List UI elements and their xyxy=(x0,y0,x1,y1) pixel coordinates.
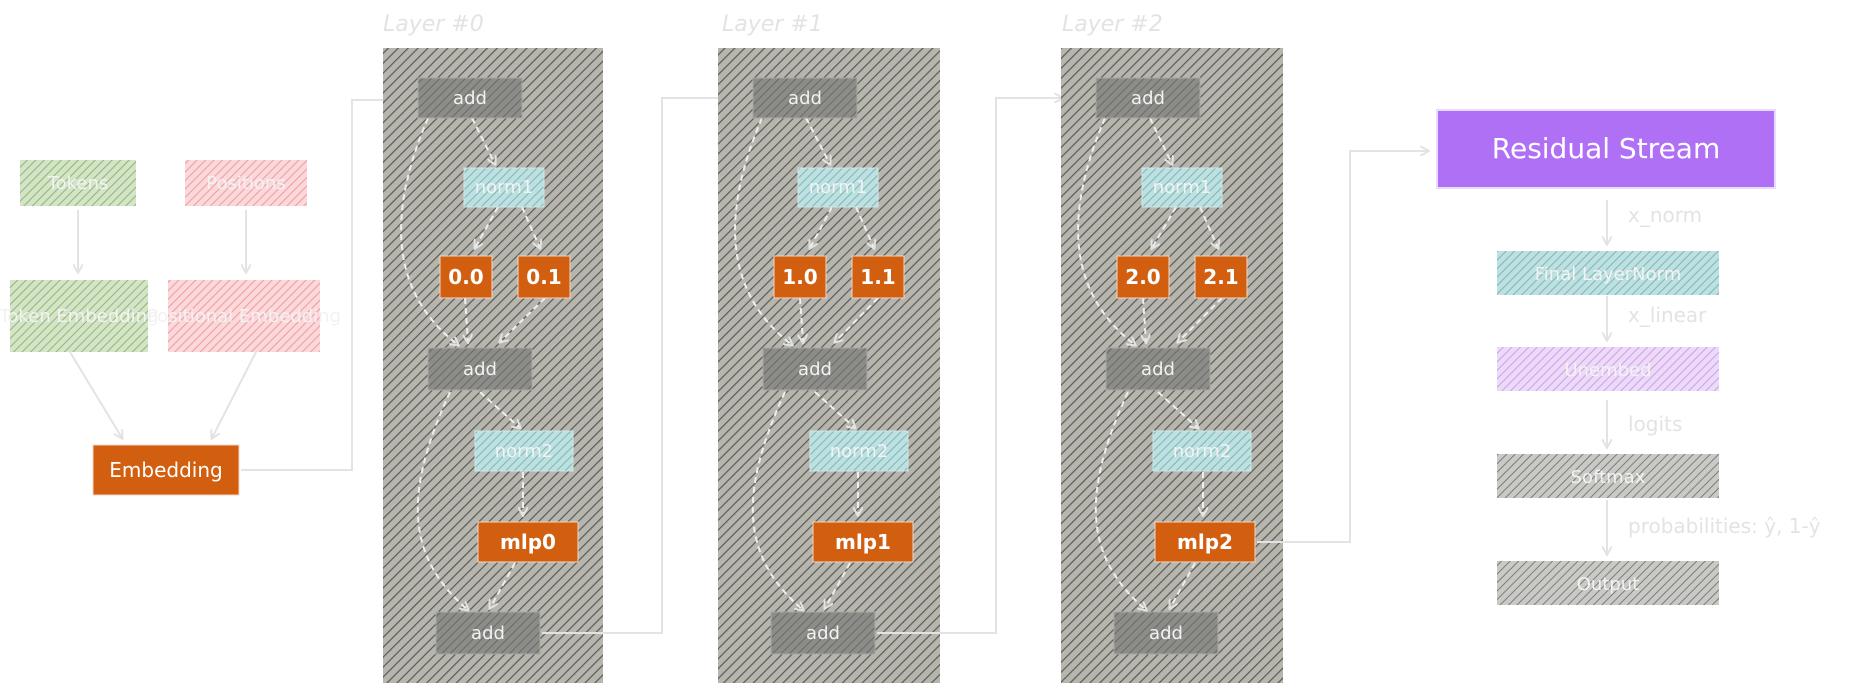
layer-1-add-out: add xyxy=(770,611,876,655)
edge-label-probabilities: probabilities: ŷ, 1-ŷ xyxy=(1628,514,1821,538)
residual-stream-label: Residual Stream xyxy=(1492,132,1720,165)
output-label: Output xyxy=(1577,574,1640,595)
layer-0-add-out: add xyxy=(435,611,541,655)
position-embedding-node: Positional Embedding xyxy=(147,280,341,352)
edge-label-logits: logits xyxy=(1628,412,1682,436)
svg-text:2.0: 2.0 xyxy=(1125,265,1160,289)
edge-label-x-linear: x_linear xyxy=(1628,303,1707,327)
svg-text:norm2: norm2 xyxy=(1173,441,1232,462)
softmax-label: Softmax xyxy=(1571,467,1646,488)
layer-0-head-a: 0.0 xyxy=(439,255,493,299)
svg-text:add: add xyxy=(463,359,497,380)
layer-1-head-b: 1.1 xyxy=(851,255,905,299)
layer-0: Layer #0 add norm1 0.0 0.1 xyxy=(383,12,603,683)
svg-text:mlp1: mlp1 xyxy=(835,530,891,554)
position-embedding-label: Positional Embedding xyxy=(147,306,341,327)
svg-text:2.1: 2.1 xyxy=(1203,265,1238,289)
layer-2-add-in: add xyxy=(1095,77,1201,119)
layer-2-mlp: mlp2 xyxy=(1154,521,1256,563)
layer-1-title: Layer #1 xyxy=(722,12,823,37)
embedding-label: Embedding xyxy=(109,458,222,482)
svg-text:norm2: norm2 xyxy=(495,441,554,462)
layer-1-add-mid: add xyxy=(762,347,868,391)
layer-0-add-mid: add xyxy=(427,347,533,391)
residual-stream-node: Residual Stream xyxy=(1436,109,1776,189)
svg-text:add: add xyxy=(788,88,822,109)
layer-1-head-a: 1.0 xyxy=(773,255,827,299)
edge-layer0-to-layer1 xyxy=(542,98,728,634)
edge-pos-embed-to-embedding xyxy=(212,351,257,438)
layer-1-edges xyxy=(734,117,879,610)
embedding-node: Embedding xyxy=(92,444,240,496)
layer-1-add-in: add xyxy=(752,77,858,119)
layer-0-norm1: norm1 xyxy=(463,167,545,208)
layer-1: Layer #1 add norm1 1.0 1.1 xyxy=(718,12,940,683)
svg-text:mlp2: mlp2 xyxy=(1177,530,1233,554)
tokens-label: Tokens xyxy=(47,173,109,194)
unembed-label: Unembed xyxy=(1564,360,1651,381)
softmax-node: Softmax xyxy=(1497,454,1719,498)
token-embedding-label: Token Embedding xyxy=(0,306,159,327)
layer-0-head-b: 0.1 xyxy=(517,255,571,299)
edge-layer1-to-layer2 xyxy=(877,98,1062,634)
svg-text:0.1: 0.1 xyxy=(526,265,561,289)
svg-text:norm1: norm1 xyxy=(809,177,868,198)
svg-text:add: add xyxy=(798,359,832,380)
output-node: Output xyxy=(1497,561,1719,605)
layer-0-mlp: mlp0 xyxy=(477,521,579,563)
layer-1-mlp: mlp1 xyxy=(812,521,914,563)
layer-1-norm1: norm1 xyxy=(797,167,879,208)
layer-0-norm2: norm2 xyxy=(474,430,574,472)
layer-0-edges xyxy=(400,117,546,610)
layer-0-title: Layer #0 xyxy=(383,12,484,37)
layer-2-add-mid: add xyxy=(1105,347,1211,391)
svg-text:add: add xyxy=(453,88,487,109)
positions-label: Positions xyxy=(206,173,285,194)
tokens-node: Tokens xyxy=(20,160,136,206)
layer-2: Layer #2 add norm1 2.0 2.1 xyxy=(1061,12,1283,683)
svg-text:add: add xyxy=(806,623,840,644)
layer-2-norm2: norm2 xyxy=(1152,430,1252,472)
svg-text:0.0: 0.0 xyxy=(448,265,483,289)
layer-2-title: Layer #2 xyxy=(1062,12,1163,37)
layer-2-norm1: norm1 xyxy=(1141,167,1223,208)
layer-2-head-b: 2.1 xyxy=(1194,255,1248,299)
final-layernorm-node: Final LayerNorm xyxy=(1497,251,1719,295)
layer-2-head-a: 2.0 xyxy=(1116,255,1170,299)
layer-2-edges xyxy=(1077,117,1223,610)
unembed-node: Unembed xyxy=(1497,347,1719,391)
edge-token-embed-to-embedding xyxy=(69,351,122,438)
final-layernorm-label: Final LayerNorm xyxy=(1535,264,1682,285)
svg-text:norm1: norm1 xyxy=(475,177,534,198)
svg-text:1.1: 1.1 xyxy=(860,265,895,289)
svg-text:norm1: norm1 xyxy=(1153,177,1212,198)
svg-text:mlp0: mlp0 xyxy=(500,530,556,554)
layer-1-norm2: norm2 xyxy=(809,430,909,472)
svg-text:1.0: 1.0 xyxy=(782,265,817,289)
svg-text:add: add xyxy=(1131,88,1165,109)
layer-0-add-in: add xyxy=(417,77,523,119)
svg-text:add: add xyxy=(1149,623,1183,644)
positions-node: Positions xyxy=(185,160,307,206)
edge-layer2-to-residual xyxy=(1257,151,1428,543)
svg-text:add: add xyxy=(1141,359,1175,380)
svg-text:norm2: norm2 xyxy=(830,441,889,462)
layer-2-add-out: add xyxy=(1113,611,1219,655)
svg-text:add: add xyxy=(471,623,505,644)
edge-label-x-norm: x_norm xyxy=(1628,203,1702,227)
token-embedding-node: Token Embedding xyxy=(0,280,159,352)
